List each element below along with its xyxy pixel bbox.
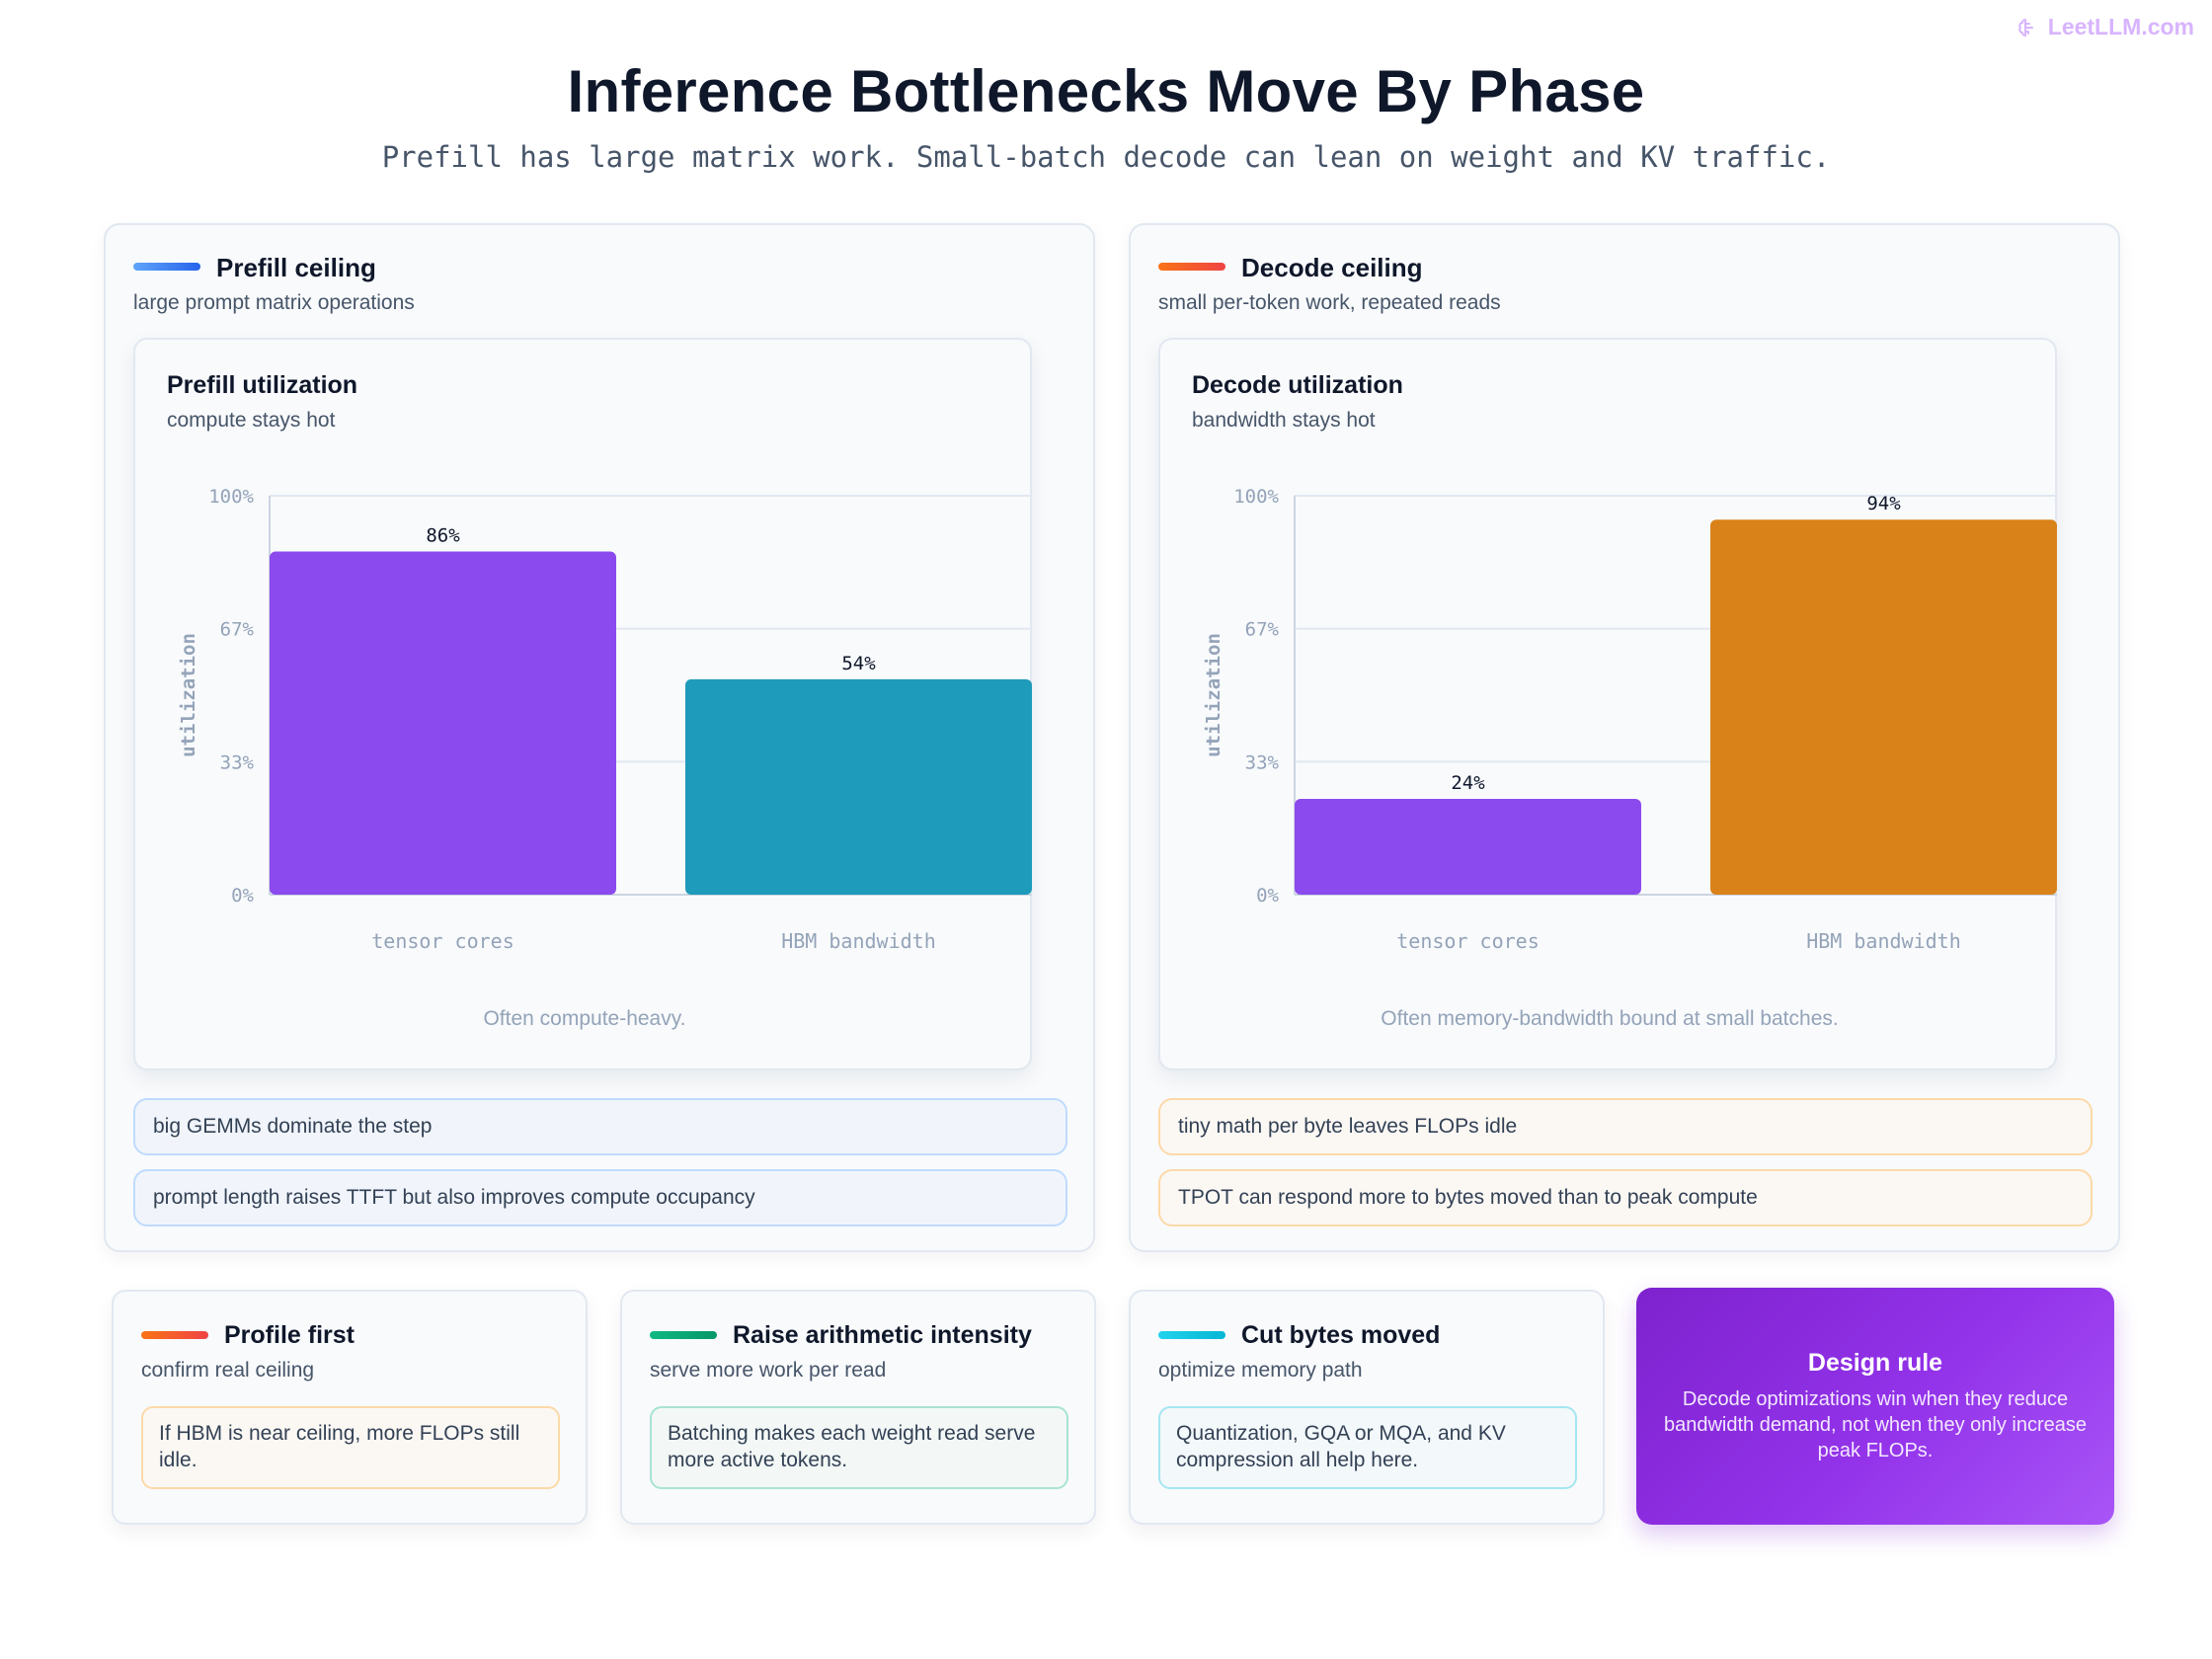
card-title: Raise arithmetic intensity <box>733 1321 1032 1349</box>
y-tick-label: 0% <box>1256 885 1279 907</box>
bar-tensor-cores <box>270 551 616 895</box>
y-tick-label: 33% <box>1245 751 1280 773</box>
card-subtitle: confirm real ceiling <box>141 1359 315 1382</box>
decode-utilization-chart: 0% 33% 67% 100% utilization 24% tensor cores 94… <box>1203 486 2057 953</box>
prefill-utilization-chart: 0% 33% 67% 100% utilization 86% tensor cores 54… <box>178 486 1032 953</box>
prefill-chart-note: Often compute-heavy. <box>483 1007 686 1030</box>
decode-accent-bar <box>1158 263 1225 271</box>
decode-panel: Decode ceiling small per-token work, rep… <box>1129 223 2120 1252</box>
decode-panel-title: Decode ceiling <box>1241 253 1423 282</box>
x-tick-label: HBM bandwidth <box>1806 929 1961 953</box>
prefill-chart-card: Prefill utilization compute stays hot 0%… <box>133 338 1032 1070</box>
bar-value-label: 86% <box>426 525 460 547</box>
y-tick-label: 100% <box>208 486 254 508</box>
decode-chart-card: Decode utilization bandwidth stays hot 0… <box>1158 338 2057 1070</box>
y-tick-label: 100% <box>1233 486 1279 508</box>
decode-note: TPOT can respond more to bytes moved tha… <box>1158 1169 2093 1226</box>
arithmetic-intensity-card: Raise arithmetic intensity serve more wo… <box>620 1290 1096 1525</box>
prefill-chart-title: Prefill utilization <box>167 371 358 399</box>
decode-chart-title: Decode utilization <box>1192 371 1403 399</box>
prefill-panel: Prefill ceiling large prompt matrix oper… <box>104 223 1095 1252</box>
page-title: Inference Bottlenecks Move By Phase <box>567 58 1645 124</box>
card-subtitle: optimize memory path <box>1158 1359 1363 1382</box>
decode-note: tiny math per byte leaves FLOPs idle <box>1158 1098 2093 1155</box>
x-tick-label: HBM bandwidth <box>781 929 936 953</box>
bar-tensor-cores <box>1295 799 1641 895</box>
prefill-note: big GEMMs dominate the step <box>133 1098 1067 1155</box>
brand[interactable]: LeetLLM.com <box>2016 14 2194 40</box>
card-text: Batching makes each weight read serve mo… <box>650 1406 1068 1489</box>
prefill-panel-title: Prefill ceiling <box>216 253 376 282</box>
card-accent-bar <box>141 1331 208 1339</box>
profile-first-card: Profile first confirm real ceiling If HB… <box>112 1290 588 1525</box>
card-subtitle: serve more work per read <box>650 1359 887 1382</box>
y-axis-label: utilization <box>1203 633 1224 757</box>
card-title: Profile first <box>224 1321 355 1349</box>
x-tick-label: tensor cores <box>1396 929 1540 953</box>
prefill-note: prompt length raises TTFT but also impro… <box>133 1169 1067 1226</box>
y-tick-label: 67% <box>220 619 255 641</box>
prefill-panel-subtitle: large prompt matrix operations <box>133 291 415 314</box>
decode-chart-subtitle: bandwidth stays hot <box>1192 409 1376 432</box>
card-title: Cut bytes moved <box>1241 1321 1441 1349</box>
y-tick-label: 0% <box>231 885 254 907</box>
prefill-chart-subtitle: compute stays hot <box>167 409 336 432</box>
decode-chart-note: Often memory-bandwidth bound at small ba… <box>1381 1007 1839 1030</box>
card-text: Quantization, GQA or MQA, and KV compres… <box>1158 1406 1577 1489</box>
y-tick-label: 33% <box>220 751 255 773</box>
design-rule-title: Design rule <box>1807 1349 1943 1377</box>
design-rule-text: Decode optimizations win when they reduc… <box>1663 1388 2088 1462</box>
y-tick-label: 67% <box>1245 619 1280 641</box>
bar-value-label: 94% <box>1866 493 1901 514</box>
card-text: If HBM is near ceiling, more FLOPs still… <box>141 1406 560 1489</box>
page-subtitle: Prefill has large matrix work. Small-bat… <box>381 140 1831 174</box>
decode-panel-subtitle: small per-token work, repeated reads <box>1158 291 1501 314</box>
brand-label: LeetLLM.com <box>2047 14 2194 40</box>
bar-value-label: 24% <box>1451 772 1485 794</box>
cut-bytes-card: Cut bytes moved optimize memory path Qua… <box>1129 1290 1605 1525</box>
y-axis-label: utilization <box>178 633 199 757</box>
card-accent-bar <box>650 1331 717 1339</box>
bar-hbm-bandwidth <box>1710 519 2057 895</box>
card-accent-bar <box>1158 1331 1225 1339</box>
bar-hbm-bandwidth <box>685 678 1032 895</box>
bar-value-label: 54% <box>841 653 876 674</box>
x-tick-label: tensor cores <box>371 929 514 953</box>
prefill-accent-bar <box>133 263 200 271</box>
design-rule-card: Design rule Decode optimizations win whe… <box>1636 1288 2114 1525</box>
brain-icon <box>2018 18 2033 37</box>
